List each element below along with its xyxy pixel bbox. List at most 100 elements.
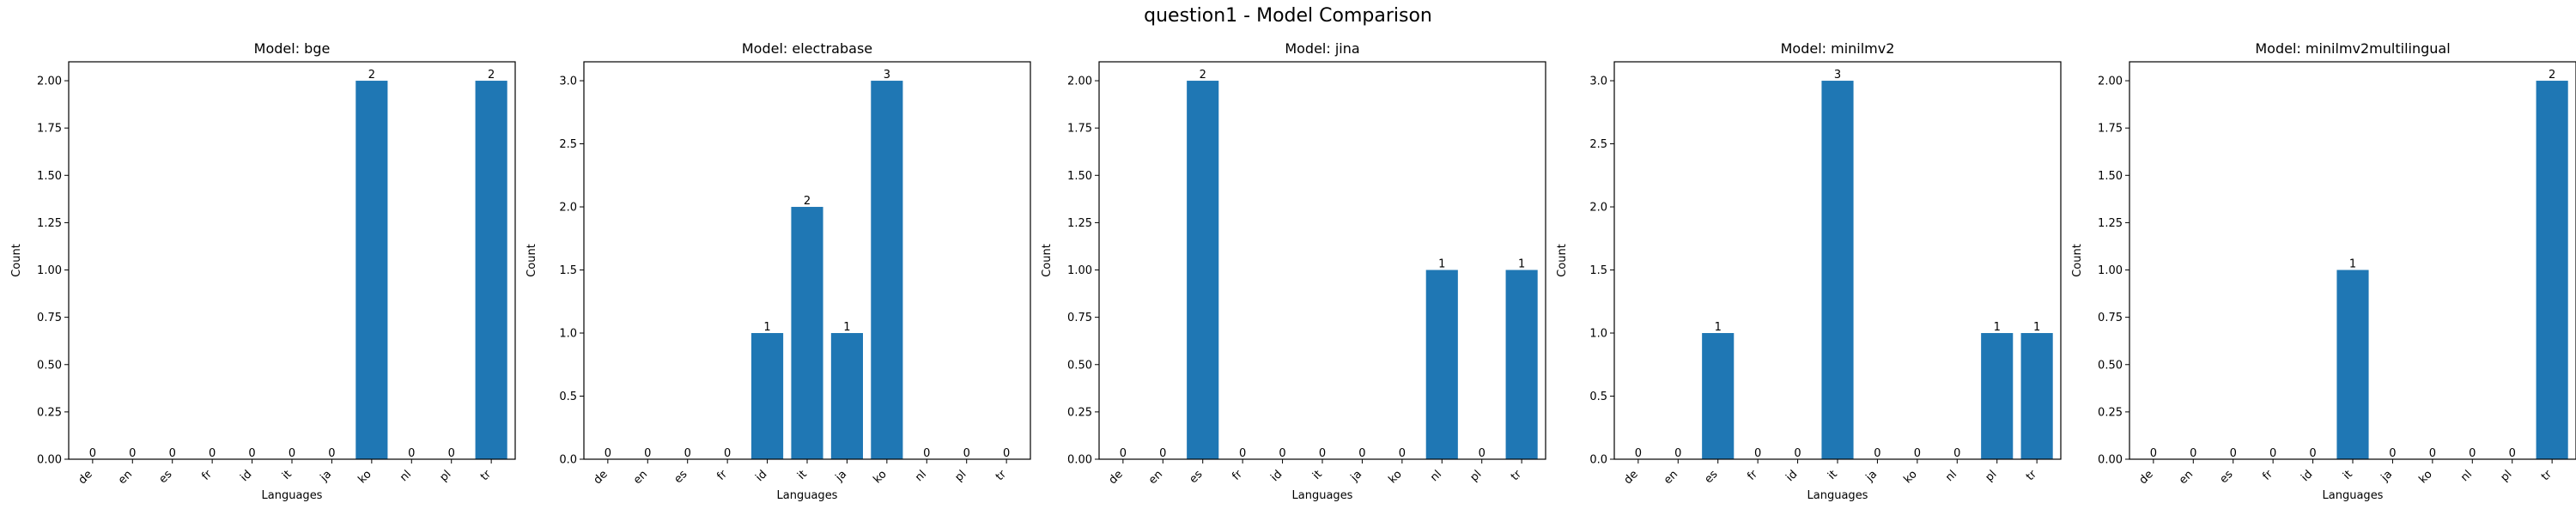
- bar-value-label: 0: [1358, 447, 1365, 460]
- y-tick-label: 1.75: [2098, 123, 2123, 136]
- y-tick-label: 1.25: [1067, 217, 1092, 230]
- y-tick-label: 1.50: [37, 170, 62, 183]
- y-tick-label: 2.0: [1589, 202, 1607, 215]
- y-tick-label: 0.00: [1067, 454, 1092, 467]
- bar-id: [751, 333, 784, 459]
- bar-value-label: 0: [2389, 447, 2396, 460]
- x-tick-label: ja: [318, 468, 335, 485]
- x-tick-label: pl: [953, 468, 969, 484]
- x-tick-label: pl: [2499, 468, 2515, 484]
- x-axis-label: Languages: [2323, 489, 2384, 502]
- bar-it: [791, 207, 823, 459]
- bar-value-label: 0: [1874, 447, 1880, 460]
- chart-title: Model: electrabase: [742, 40, 872, 57]
- y-tick-label: 2.00: [1067, 76, 1092, 88]
- bar-tr: [1505, 270, 1538, 459]
- y-tick-label: 1.5: [1589, 264, 1607, 277]
- x-tick-label: it: [280, 468, 295, 482]
- x-tick-label: ko: [1386, 468, 1404, 486]
- x-tick-label: nl: [2458, 468, 2475, 484]
- y-tick-label: 1.5: [559, 264, 577, 277]
- y-axis-label: Count: [1556, 244, 1569, 277]
- bar-value-label: 0: [1239, 447, 1246, 460]
- y-tick-label: 0.75: [2098, 312, 2123, 324]
- bar-value-label: 0: [2150, 447, 2157, 460]
- x-tick-label: nl: [398, 468, 414, 484]
- y-axis-label: Count: [1041, 244, 1054, 277]
- x-tick-label: es: [671, 468, 690, 486]
- bar-value-label: 0: [2429, 447, 2436, 460]
- bar-value-label: 0: [923, 447, 930, 460]
- x-tick-label: ko: [355, 468, 374, 486]
- y-tick-label: 1.0: [559, 328, 577, 341]
- bar-value-label: 0: [209, 447, 216, 460]
- y-tick-label: 0.75: [37, 312, 62, 324]
- bar-value-label: 0: [2469, 447, 2476, 460]
- x-tick-label: it: [2341, 468, 2355, 482]
- x-tick-label: pl: [1468, 468, 1485, 484]
- bar-value-label: 0: [129, 447, 136, 460]
- y-tick-label: 2.0: [559, 202, 577, 215]
- bar-value-label: 1: [2033, 321, 2040, 334]
- x-tick-label: id: [1268, 468, 1285, 484]
- y-tick-label: 0.25: [2098, 406, 2123, 419]
- y-tick-label: 1.00: [37, 264, 62, 277]
- bar-value-label: 1: [2349, 258, 2356, 271]
- x-tick-label: en: [1662, 468, 1680, 487]
- bar-value-label: 0: [724, 447, 731, 460]
- x-tick-label: en: [116, 468, 135, 487]
- bar-value-label: 0: [1279, 447, 1285, 460]
- bar-value-label: 0: [1120, 447, 1127, 460]
- bar-value-label: 0: [289, 447, 295, 460]
- x-tick-label: es: [1702, 468, 1720, 486]
- bar-value-label: 0: [605, 447, 611, 460]
- x-tick-label: id: [753, 468, 769, 484]
- bar-value-label: 0: [1914, 447, 1921, 460]
- bar-value-label: 0: [1399, 447, 1406, 460]
- x-tick-label: ja: [2379, 468, 2396, 485]
- bar-value-label: 3: [884, 69, 890, 82]
- y-tick-label: 0.00: [2098, 454, 2123, 467]
- bar-value-label: 3: [1834, 69, 1841, 82]
- bar-tr: [475, 81, 507, 460]
- x-axis-label: Languages: [777, 489, 838, 502]
- y-tick-label: 0.25: [37, 406, 62, 419]
- x-tick-label: de: [592, 468, 611, 487]
- x-tick-label: ja: [1863, 468, 1880, 485]
- bar-value-label: 0: [1635, 447, 1642, 460]
- x-tick-label: id: [2299, 468, 2315, 484]
- bar-value-label: 0: [1319, 447, 1326, 460]
- bar-es: [1702, 333, 1735, 459]
- bar-value-label: 1: [1715, 321, 1722, 334]
- y-tick-label: 0.0: [1589, 454, 1607, 467]
- y-tick-label: 1.00: [2098, 264, 2123, 277]
- x-tick-label: en: [1146, 468, 1165, 487]
- x-tick-label: tr: [2024, 468, 2039, 483]
- bar-value-label: 0: [2309, 447, 2316, 460]
- x-tick-label: it: [1310, 468, 1325, 482]
- figure-title: question1 - Model Comparison: [1144, 5, 1432, 27]
- bar-value-label: 0: [169, 447, 176, 460]
- x-tick-label: fr: [1745, 468, 1760, 483]
- x-tick-label: nl: [913, 468, 929, 484]
- y-tick-label: 0.75: [1067, 312, 1092, 324]
- bar-value-label: 1: [1518, 258, 1525, 271]
- x-tick-label: fr: [714, 468, 730, 483]
- y-tick-label: 0.00: [37, 454, 62, 467]
- x-tick-label: fr: [2260, 468, 2275, 483]
- y-tick-label: 1.25: [2098, 217, 2123, 230]
- x-tick-label: de: [76, 468, 95, 487]
- x-tick-label: en: [2177, 468, 2196, 487]
- bar-value-label: 2: [804, 195, 811, 208]
- x-tick-label: pl: [1984, 468, 2000, 484]
- y-tick-label: 2.00: [2098, 76, 2123, 88]
- bar-value-label: 0: [2230, 447, 2237, 460]
- x-tick-label: id: [1783, 468, 1800, 484]
- bar-value-label: 0: [248, 447, 255, 460]
- bar-value-label: 0: [1794, 447, 1801, 460]
- bar-value-label: 0: [2509, 447, 2516, 460]
- y-tick-label: 0.0: [559, 454, 577, 467]
- bar-it: [1821, 81, 1854, 460]
